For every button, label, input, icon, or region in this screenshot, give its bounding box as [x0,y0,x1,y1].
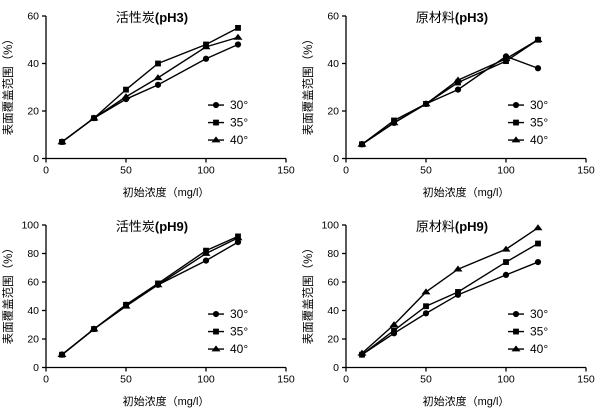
svg-text:60: 60 [327,276,339,288]
svg-text:40: 40 [327,58,339,70]
svg-text:初始浓度（mg/l）: 初始浓度（mg/l） [123,394,210,408]
svg-text:40°: 40° [530,133,548,147]
svg-text:30°: 30° [530,98,548,112]
svg-text:表面覆盖范围（%）: 表面覆盖范围（%） [1,33,15,135]
svg-text:0: 0 [43,165,49,177]
svg-text:初始浓度（mg/l）: 初始浓度（mg/l） [423,185,510,199]
svg-text:初始浓度（mg/l）: 初始浓度（mg/l） [423,394,510,408]
svg-text:原材料(pH3): 原材料(pH3) [416,10,488,25]
svg-text:0: 0 [43,373,49,385]
svg-text:80: 80 [27,247,39,259]
svg-text:表面覆盖范围（%）: 表面覆盖范围（%） [1,242,15,344]
svg-text:100: 100 [21,219,39,231]
svg-text:表面覆盖范围（%）: 表面覆盖范围（%） [301,33,315,135]
svg-text:60: 60 [27,10,39,22]
svg-text:100: 100 [197,373,215,385]
svg-text:150: 150 [577,165,595,177]
svg-text:0: 0 [343,165,349,177]
svg-text:150: 150 [277,373,295,385]
svg-text:20: 20 [27,105,39,117]
svg-text:原材料(pH9): 原材料(pH9) [416,219,488,234]
svg-text:30°: 30° [230,98,248,112]
svg-text:150: 150 [277,165,295,177]
svg-text:40: 40 [27,304,39,316]
svg-text:35°: 35° [230,324,248,338]
svg-text:40°: 40° [230,133,248,147]
svg-text:初始浓度（mg/l）: 初始浓度（mg/l） [123,185,210,199]
svg-text:0: 0 [343,373,349,385]
svg-text:0: 0 [33,153,39,165]
svg-text:50: 50 [120,165,132,177]
svg-text:50: 50 [420,373,432,385]
svg-text:35°: 35° [230,116,248,130]
svg-text:60: 60 [327,10,339,22]
svg-text:活性炭(pH9): 活性炭(pH9) [116,219,188,234]
svg-text:40°: 40° [530,342,548,356]
svg-text:30°: 30° [530,307,548,321]
svg-text:30°: 30° [230,307,248,321]
svg-text:0: 0 [333,153,339,165]
svg-text:100: 100 [197,165,215,177]
svg-text:50: 50 [420,165,432,177]
svg-text:35°: 35° [530,116,548,130]
svg-text:35°: 35° [530,324,548,338]
svg-text:活性炭(pH3): 活性炭(pH3) [116,10,188,25]
svg-text:40°: 40° [230,342,248,356]
svg-text:表面覆盖范围（%）: 表面覆盖范围（%） [301,242,315,344]
svg-text:60: 60 [27,276,39,288]
svg-text:20: 20 [327,105,339,117]
svg-text:50: 50 [120,373,132,385]
svg-text:80: 80 [327,247,339,259]
svg-text:100: 100 [321,219,339,231]
svg-text:20: 20 [27,333,39,345]
svg-text:0: 0 [333,361,339,373]
svg-text:40: 40 [27,58,39,70]
svg-text:150: 150 [577,373,595,385]
svg-text:40: 40 [327,304,339,316]
svg-text:20: 20 [327,333,339,345]
svg-text:0: 0 [33,361,39,373]
svg-text:100: 100 [497,165,515,177]
svg-text:100: 100 [497,373,515,385]
